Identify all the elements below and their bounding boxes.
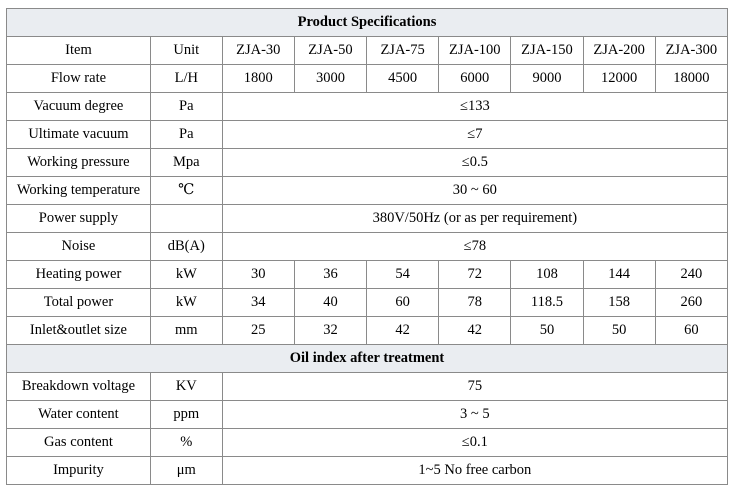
header-model: ZJA-150 — [510, 36, 584, 65]
row-value: 78 — [438, 288, 512, 317]
row-label: Vacuum degree — [6, 92, 151, 121]
row-unit: ppm — [149, 400, 223, 429]
table-row: Water content ppm 3 ~ 5 — [6, 400, 729, 429]
row-value: 30 ~ 60 — [221, 176, 729, 205]
table-row: Working pressure Mpa ≤0.5 — [6, 148, 729, 177]
row-value: 4500 — [366, 64, 440, 93]
row-value: 36 — [293, 260, 368, 289]
row-value: 1800 — [221, 64, 295, 93]
header-model: ZJA-200 — [582, 36, 656, 65]
row-unit: % — [149, 428, 223, 457]
row-label: Ultimate vacuum — [6, 120, 151, 149]
row-value: ≤0.5 — [221, 148, 729, 177]
row-value: 54 — [366, 260, 440, 289]
row-value: 9000 — [510, 64, 584, 93]
row-label: Breakdown voltage — [6, 372, 151, 401]
row-unit: Pa — [149, 92, 223, 121]
row-value: 240 — [654, 260, 729, 289]
header-model: ZJA-300 — [654, 36, 729, 65]
table-row: Inlet&outlet size mm 25 32 42 42 50 50 6… — [6, 316, 729, 345]
oil-section-title: Oil index after treatment — [6, 344, 728, 373]
row-unit: Pa — [149, 120, 223, 149]
row-label: Gas content — [6, 428, 151, 457]
row-label: Impurity — [6, 456, 151, 485]
header-model: ZJA-75 — [366, 36, 440, 65]
row-unit: kW — [149, 288, 223, 317]
table-title: Product Specifications — [6, 8, 728, 37]
row-value: 42 — [366, 316, 440, 345]
table-row: Breakdown voltage KV 75 — [6, 372, 729, 401]
row-value: ≤7 — [221, 120, 729, 149]
row-unit: L/H — [149, 64, 223, 93]
header-item: Item — [6, 36, 151, 65]
row-unit: KV — [149, 372, 223, 401]
section-header-row: Product Specifications — [6, 8, 728, 37]
row-unit: kW — [149, 260, 223, 289]
row-value: ≤78 — [221, 232, 729, 261]
row-unit: μm — [149, 456, 223, 485]
row-value: 380V/50Hz (or as per requirement) — [221, 204, 729, 233]
row-value: 3 ~ 5 — [221, 400, 729, 429]
row-value: 25 — [221, 316, 295, 345]
row-label: Noise — [6, 232, 151, 261]
row-unit: ℃ — [149, 176, 223, 205]
row-value: 50 — [582, 316, 656, 345]
row-value: 260 — [654, 288, 729, 317]
row-value: 60 — [654, 316, 729, 345]
row-value: 3000 — [293, 64, 368, 93]
row-unit: Mpa — [149, 148, 223, 177]
row-unit: mm — [149, 316, 223, 345]
row-value: 34 — [221, 288, 295, 317]
row-value: 12000 — [582, 64, 656, 93]
header-row: Item Unit ZJA-30 ZJA-50 ZJA-75 ZJA-100 Z… — [6, 36, 729, 65]
table-row: Gas content % ≤0.1 — [6, 428, 729, 457]
row-label: Heating power — [6, 260, 151, 289]
row-unit: dB(A) — [149, 232, 223, 261]
table-row: Vacuum degree Pa ≤133 — [6, 92, 729, 121]
table-row: Working temperature ℃ 30 ~ 60 — [6, 176, 729, 205]
table-row: Power supply 380V/50Hz (or as per requir… — [6, 204, 729, 233]
header-model: ZJA-50 — [293, 36, 368, 65]
row-value: ≤0.1 — [221, 428, 729, 457]
table-row: Impurity μm 1~5 No free carbon — [6, 456, 729, 485]
row-label: Working pressure — [6, 148, 151, 177]
row-value: 50 — [510, 316, 584, 345]
table-row: Total power kW 34 40 60 78 118.5 158 260 — [6, 288, 729, 317]
table-row: Flow rate L/H 1800 3000 4500 6000 9000 1… — [6, 64, 729, 93]
row-value: 72 — [438, 260, 512, 289]
table-row: Heating power kW 30 36 54 72 108 144 240 — [6, 260, 729, 289]
row-label: Flow rate — [6, 64, 151, 93]
spec-table: Product Specifications Item Unit ZJA-30 … — [6, 8, 729, 485]
section-header-row: Oil index after treatment — [6, 344, 728, 373]
row-label: Inlet&outlet size — [6, 316, 151, 345]
row-value: 108 — [510, 260, 584, 289]
row-label: Working temperature — [6, 176, 151, 205]
row-label: Total power — [6, 288, 151, 317]
header-model: ZJA-30 — [221, 36, 295, 65]
row-value: 1~5 No free carbon — [221, 456, 729, 485]
row-label: Power supply — [6, 204, 151, 233]
header-unit: Unit — [149, 36, 223, 65]
table-row: Ultimate vacuum Pa ≤7 — [6, 120, 729, 149]
row-value: 18000 — [654, 64, 729, 93]
table-row: Noise dB(A) ≤78 — [6, 232, 729, 261]
row-value: 158 — [582, 288, 656, 317]
row-value: 42 — [438, 316, 512, 345]
row-value: 30 — [221, 260, 295, 289]
header-model: ZJA-100 — [438, 36, 512, 65]
row-label: Water content — [6, 400, 151, 429]
row-value: 75 — [221, 372, 729, 401]
row-value: 40 — [293, 288, 368, 317]
row-value: 60 — [366, 288, 440, 317]
row-value: ≤133 — [221, 92, 729, 121]
row-value: 6000 — [438, 64, 512, 93]
row-value: 118.5 — [510, 288, 584, 317]
row-value: 144 — [582, 260, 656, 289]
row-unit — [149, 204, 223, 233]
row-value: 32 — [293, 316, 368, 345]
